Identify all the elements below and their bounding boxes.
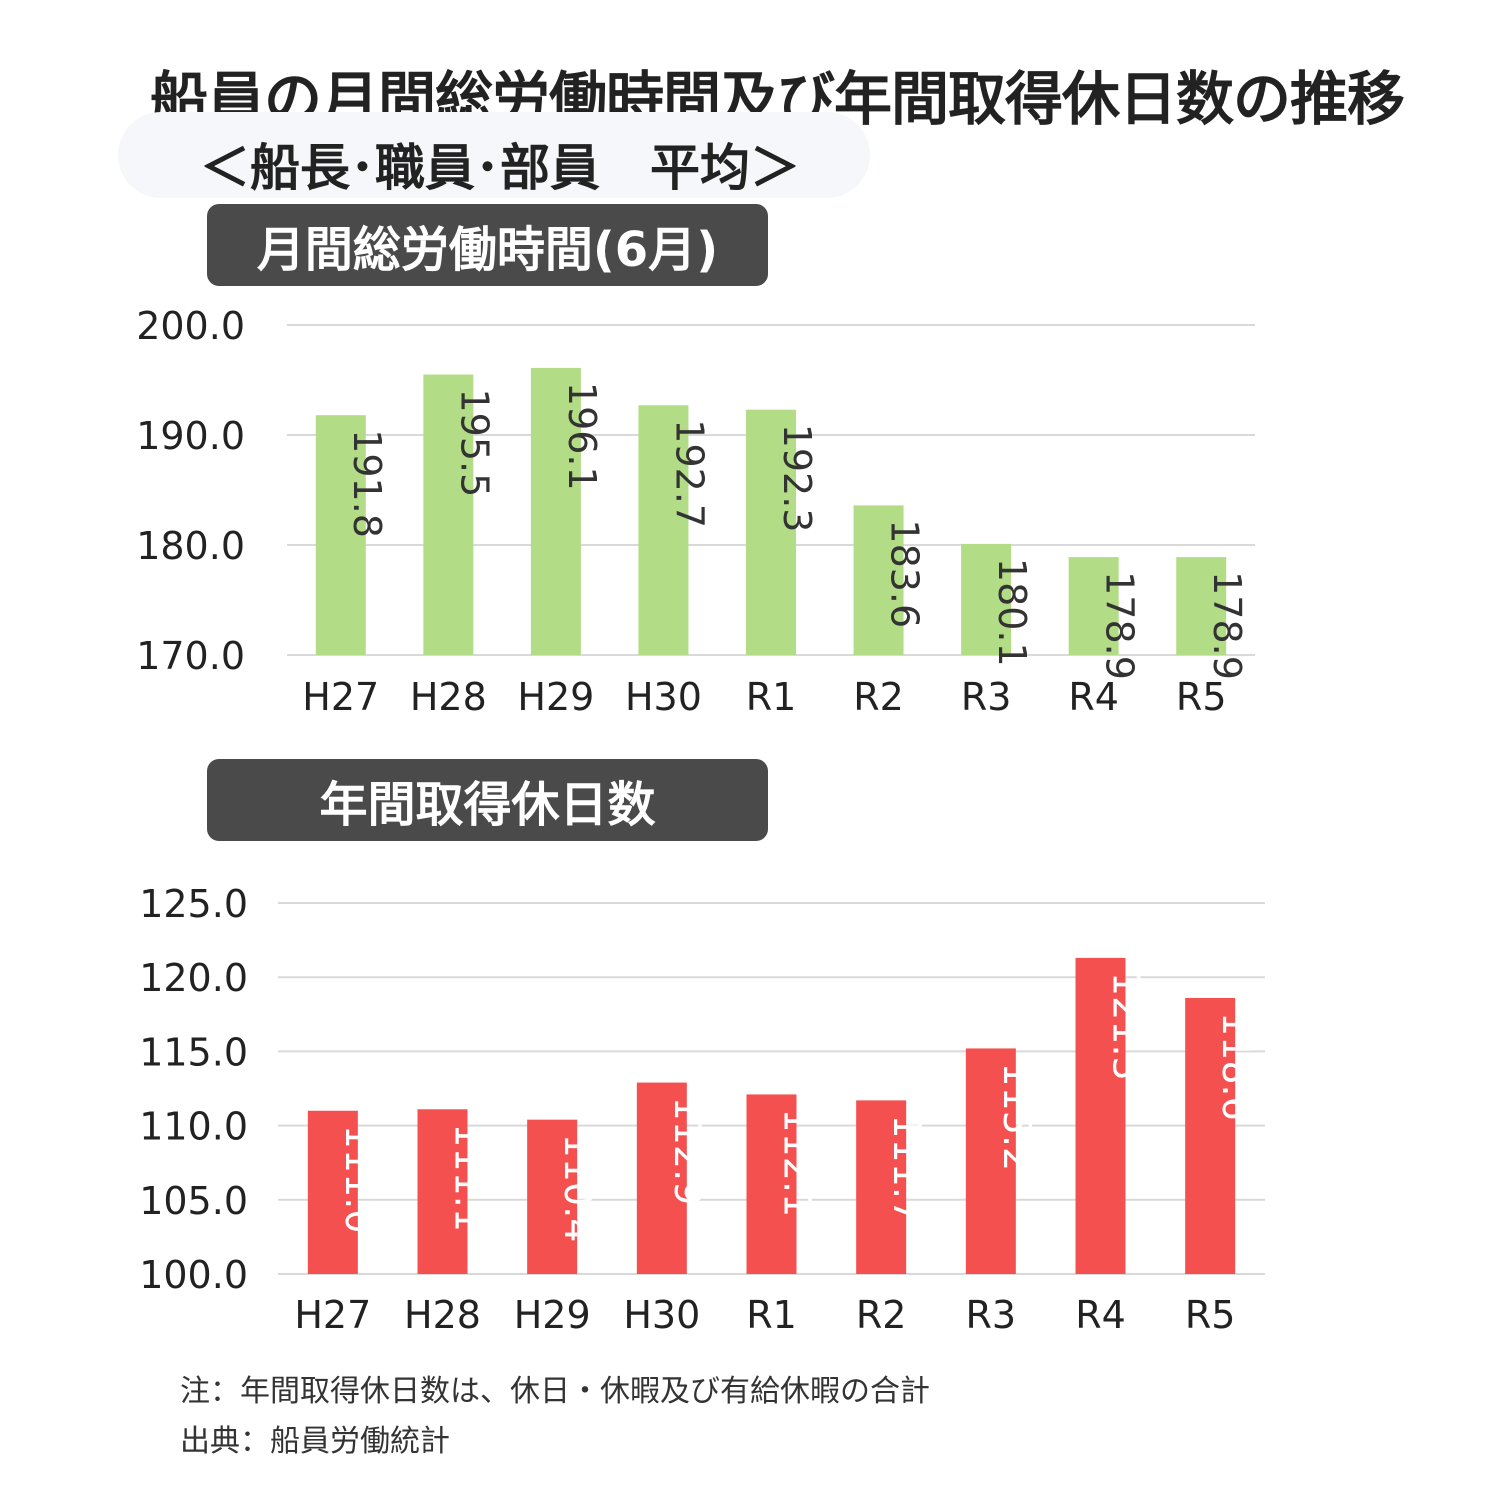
x-tick-label: H30	[625, 675, 702, 719]
y-tick-label: 200.0	[136, 304, 245, 348]
bar-value-label: 192.7	[667, 419, 711, 528]
bar-value-label: 118.6	[1214, 1012, 1258, 1121]
y-tick-label: 105.0	[139, 1179, 248, 1223]
bar	[961, 543, 1012, 655]
bar	[853, 505, 904, 655]
page-subtitle: ＜船長･職員･部員 平均＞	[200, 139, 800, 197]
subtitle-background	[118, 112, 870, 198]
bar	[1176, 557, 1227, 655]
y-tick-label: 125.0	[139, 882, 248, 926]
bar	[530, 367, 581, 655]
bar-value-label: 180.1	[990, 558, 1034, 667]
bar-value-label: 183.6	[883, 519, 927, 628]
bar	[315, 415, 366, 655]
bar	[965, 1048, 1016, 1274]
bar	[856, 1100, 907, 1274]
bar-value-label: 195.5	[452, 389, 496, 498]
x-tick-label: H27	[294, 1293, 371, 1337]
x-tick-label: R2	[853, 675, 904, 719]
bar	[1075, 957, 1126, 1274]
x-tick-label: H28	[410, 675, 487, 719]
y-tick-label: 100.0	[139, 1253, 248, 1297]
bar	[746, 409, 796, 655]
x-tick-label: H29	[514, 1293, 591, 1337]
bar-value-label: 115.2	[995, 1062, 1039, 1171]
x-tick-label: R5	[1176, 675, 1227, 719]
x-tick-label: R1	[746, 1293, 797, 1337]
x-tick-label: H29	[517, 675, 594, 719]
source-note: 出典：船員労働統計	[180, 1424, 450, 1459]
bar-value-label: 112.9	[666, 1097, 710, 1206]
bar	[307, 1110, 358, 1274]
bar-value-label: 191.8	[345, 429, 389, 538]
section-label-monthly-hours: 月間総労働時間(6月)	[207, 204, 768, 286]
monthly-hours-chart: 200.0 190.0 180.0 170.0 191.8 H27 195.5 H28 196.…	[136, 304, 1255, 719]
y-tick-label: 170.0	[136, 634, 245, 678]
bar-value-label: 178.9	[1098, 571, 1142, 680]
x-tick-label: R3	[966, 1293, 1017, 1337]
x-tick-label: R4	[1068, 675, 1119, 719]
bar-value-label: 111.7	[885, 1114, 929, 1223]
bar	[638, 405, 689, 655]
bar	[746, 1094, 797, 1274]
y-tick-label: 180.0	[136, 524, 245, 568]
annual-holidays-chart: 125.0 120.0 115.0 110.0 105.0 100.0 111.0 H27 11…	[139, 882, 1265, 1337]
bar-value-label: 112.1	[776, 1108, 820, 1217]
bar	[1185, 997, 1236, 1274]
x-tick-label: R4	[1075, 1293, 1126, 1337]
bar-value-label: 178.9	[1205, 571, 1249, 680]
bar-value-label: 110.4	[556, 1134, 600, 1243]
x-tick-label: R2	[856, 1293, 907, 1337]
bar-value-label: 111.1	[447, 1123, 491, 1232]
x-tick-label: H28	[404, 1293, 481, 1337]
bar-value-label: 111.0	[337, 1125, 381, 1234]
bar	[417, 1109, 468, 1274]
bar	[636, 1082, 687, 1274]
y-tick-label: 120.0	[139, 956, 248, 1000]
x-tick-label: R5	[1185, 1293, 1236, 1337]
footnote: 注：年間取得休日数は、休日・休暇及び有給休暇の合計	[180, 1374, 930, 1409]
x-tick-label: R1	[746, 675, 797, 719]
bar	[527, 1119, 578, 1274]
x-tick-label: H27	[302, 675, 379, 719]
y-tick-label: 115.0	[139, 1030, 248, 1074]
section-label-annual-holidays: 年間取得休日数	[207, 759, 768, 841]
bar-value-label: 196.1	[560, 382, 604, 491]
bar-value-label: 121.3	[1105, 972, 1149, 1081]
y-tick-label: 190.0	[136, 414, 245, 458]
x-tick-label: R3	[961, 675, 1012, 719]
bar-value-label: 192.3	[775, 424, 819, 533]
x-tick-label: H30	[623, 1293, 700, 1337]
bar	[423, 374, 474, 655]
bar	[1068, 557, 1119, 655]
y-tick-label: 110.0	[139, 1105, 248, 1149]
